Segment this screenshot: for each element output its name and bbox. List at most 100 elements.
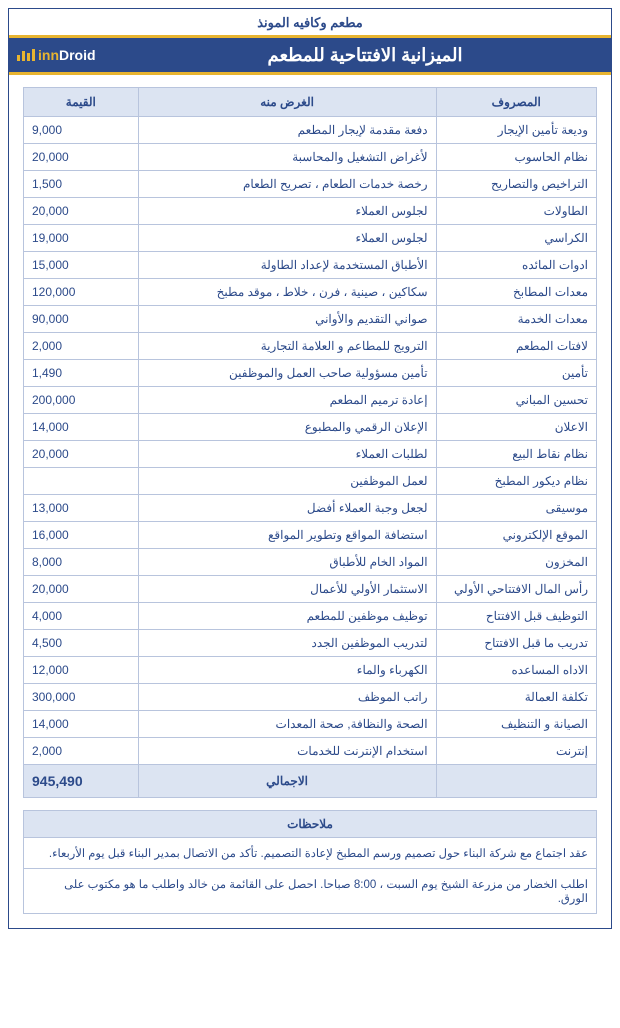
notes-header: ملاحظات [23, 810, 597, 838]
table-row: وديعة تأمين الإيجاردفعة مقدمة لإيجار الم… [24, 117, 597, 144]
cell-expense: الطاولات [436, 198, 596, 225]
cell-value: 4,000 [24, 603, 139, 630]
cell-value: 19,000 [24, 225, 139, 252]
logo-prefix: inn [38, 47, 59, 63]
logo-bars-icon [17, 49, 35, 61]
cell-purpose: دفعة مقدمة لإيجار المطعم [138, 117, 436, 144]
table-row: رأس المال الافتتاحي الأوليالاستثمار الأو… [24, 576, 597, 603]
cell-expense: إنترنت [436, 738, 596, 765]
cell-value: 20,000 [24, 441, 139, 468]
cell-value: 16,000 [24, 522, 139, 549]
table-row: نظام ديكور المطبخلعمل الموظفين [24, 468, 597, 495]
cell-expense: نظام الحاسوب [436, 144, 596, 171]
table-row: تأمينتأمين مسؤولية صاحب العمل والموظفين1… [24, 360, 597, 387]
table-row: معدات المطابخسكاكين ، صينية ، فرن ، خلاط… [24, 279, 597, 306]
cell-purpose: الإعلان الرقمي والمطبوع [138, 414, 436, 441]
cell-purpose: لجعل وجبة العملاء أفضل [138, 495, 436, 522]
col-header-purpose: الغرض منه [138, 88, 436, 117]
cell-value: 9,000 [24, 117, 139, 144]
cell-expense: تأمين [436, 360, 596, 387]
cell-expense: التوظيف قبل الافتتاح [436, 603, 596, 630]
cell-purpose: لأغراض التشغيل والمحاسبة [138, 144, 436, 171]
cell-value: 2,000 [24, 333, 139, 360]
table-row: الاعلانالإعلان الرقمي والمطبوع14,000 [24, 414, 597, 441]
cell-purpose: الكهرباء والماء [138, 657, 436, 684]
cell-purpose: المواد الخام للأطباق [138, 549, 436, 576]
cell-value: 2,000 [24, 738, 139, 765]
cell-expense: تدريب ما قبل الافتتاح [436, 630, 596, 657]
cell-expense: التراخيص والتصاريح [436, 171, 596, 198]
cell-expense: وديعة تأمين الإيجار [436, 117, 596, 144]
cell-purpose: إعادة ترميم المطعم [138, 387, 436, 414]
cell-value: 90,000 [24, 306, 139, 333]
page-title: الميزانية الافتتاحية للمطعم [9, 45, 611, 66]
cell-expense: تكلفة العمالة [436, 684, 596, 711]
cell-expense: رأس المال الافتتاحي الأولي [436, 576, 596, 603]
cell-value [24, 468, 139, 495]
total-row: الاجمالي945,490 [24, 765, 597, 798]
table-row: تحسين المبانيإعادة ترميم المطعم200,000 [24, 387, 597, 414]
total-label: الاجمالي [138, 765, 436, 798]
cell-value: 1,490 [24, 360, 139, 387]
cell-value: 200,000 [24, 387, 139, 414]
cell-purpose: راتب الموظف [138, 684, 436, 711]
cell-expense: تحسين المباني [436, 387, 596, 414]
total-blank-cell [436, 765, 596, 798]
note-row: اطلب الخضار من مزرعة الشيخ يوم السبت ، 8… [23, 869, 597, 914]
cell-expense: الموقع الإلكتروني [436, 522, 596, 549]
restaurant-name: مطعم وكافيه المونذ [9, 9, 611, 35]
logo-text: innDroid [38, 47, 96, 63]
cell-value: 14,000 [24, 414, 139, 441]
table-row: الاداه المساعدهالكهرباء والماء12,000 [24, 657, 597, 684]
table-row: تكلفة العمالةراتب الموظف300,000 [24, 684, 597, 711]
title-bar: innDroid الميزانية الافتتاحية للمطعم [9, 35, 611, 75]
cell-expense: الصيانة و التنظيف [436, 711, 596, 738]
table-row: ادوات المائدهالأطباق المستخدمة لإعداد ال… [24, 252, 597, 279]
budget-table: المصروف الغرض منه القيمة وديعة تأمين الإ… [23, 87, 597, 798]
table-row: التراخيص والتصاريحرخصة خدمات الطعام ، تص… [24, 171, 597, 198]
cell-purpose: لجلوس العملاء [138, 225, 436, 252]
cell-purpose: الأطباق المستخدمة لإعداد الطاولة [138, 252, 436, 279]
cell-value: 15,000 [24, 252, 139, 279]
cell-expense: الاداه المساعده [436, 657, 596, 684]
table-row: الصيانة و التنظيفالصحة والنظافة, صحة الم… [24, 711, 597, 738]
cell-purpose: لعمل الموظفين [138, 468, 436, 495]
cell-expense: لافتات المطعم [436, 333, 596, 360]
table-row: الطاولاتلجلوس العملاء20,000 [24, 198, 597, 225]
table-row: الموقع الإلكترونياستضافة المواقع وتطوير … [24, 522, 597, 549]
cell-purpose: لطلبات العملاء [138, 441, 436, 468]
note-row: عقد اجتماع مع شركة البناء حول تصميم ورسم… [23, 838, 597, 869]
table-row: نظام الحاسوبلأغراض التشغيل والمحاسبة20,0… [24, 144, 597, 171]
cell-expense: الاعلان [436, 414, 596, 441]
cell-value: 4,500 [24, 630, 139, 657]
table-row: المخزونالمواد الخام للأطباق8,000 [24, 549, 597, 576]
cell-value: 20,000 [24, 198, 139, 225]
cell-purpose: سكاكين ، صينية ، فرن ، خلاط ، موقد مطبخ [138, 279, 436, 306]
table-row: تدريب ما قبل الافتتاحلتدريب الموظفين الج… [24, 630, 597, 657]
cell-expense: المخزون [436, 549, 596, 576]
cell-purpose: تأمين مسؤولية صاحب العمل والموظفين [138, 360, 436, 387]
cell-value: 13,000 [24, 495, 139, 522]
table-row: الكراسيلجلوس العملاء19,000 [24, 225, 597, 252]
table-header-row: المصروف الغرض منه القيمة [24, 88, 597, 117]
table-row: التوظيف قبل الافتتاحتوظيف موظفين للمطعم4… [24, 603, 597, 630]
cell-value: 12,000 [24, 657, 139, 684]
cell-expense: نظام ديكور المطبخ [436, 468, 596, 495]
cell-purpose: استخدام الإنترنت للخدمات [138, 738, 436, 765]
cell-purpose: صواني التقديم والأواني [138, 306, 436, 333]
logo: innDroid [17, 47, 96, 63]
cell-expense: نظام نقاط البيع [436, 441, 596, 468]
cell-expense: الكراسي [436, 225, 596, 252]
table-row: معدات الخدمةصواني التقديم والأواني90,000 [24, 306, 597, 333]
cell-value: 1,500 [24, 171, 139, 198]
cell-purpose: الترويج للمطاعم و العلامة التجارية [138, 333, 436, 360]
cell-value: 20,000 [24, 144, 139, 171]
logo-suffix: Droid [59, 47, 96, 63]
cell-purpose: استضافة المواقع وتطوير المواقع [138, 522, 436, 549]
cell-purpose: الصحة والنظافة, صحة المعدات [138, 711, 436, 738]
cell-expense: معدات المطابخ [436, 279, 596, 306]
cell-value: 20,000 [24, 576, 139, 603]
notes-section: ملاحظات عقد اجتماع مع شركة البناء حول تص… [9, 804, 611, 928]
cell-value: 14,000 [24, 711, 139, 738]
table-row: إنترنتاستخدام الإنترنت للخدمات2,000 [24, 738, 597, 765]
